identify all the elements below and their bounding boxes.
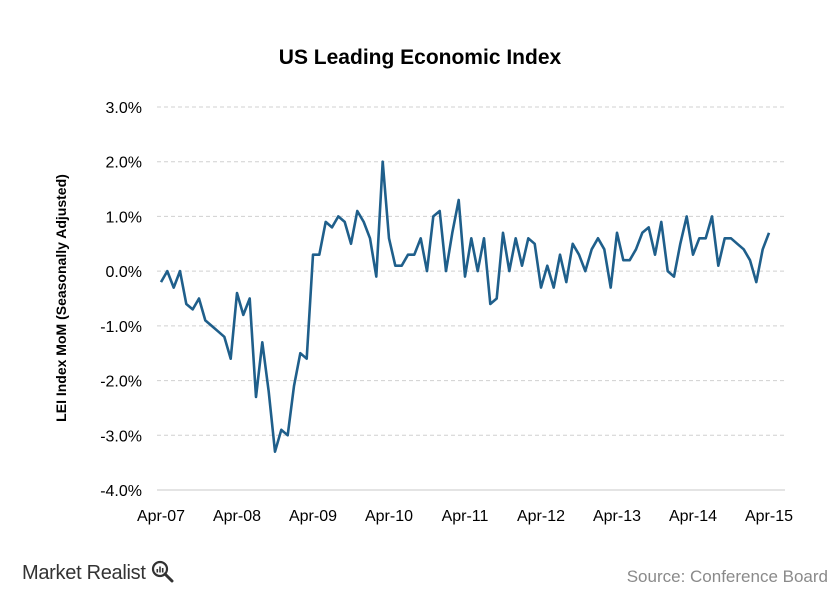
x-tick-label: Apr-14 [669,508,717,525]
y-tick-label: 1.0% [106,209,142,226]
y-tick-label: 0.0% [106,264,142,281]
x-tick-label: Apr-11 [442,508,489,525]
x-tick-label: Apr-15 [745,508,793,525]
x-tick-label: Apr-07 [137,508,185,525]
x-tick-label: Apr-09 [289,508,337,525]
x-tick-label: Apr-13 [593,508,641,525]
x-tick-label: Apr-08 [213,508,261,525]
y-tick-label: 2.0% [106,155,142,172]
gridlines [157,106,785,436]
magnifier-icon [151,560,174,583]
chart-title: US Leading Economic Index [278,46,562,69]
series-layer [159,160,771,454]
brand-logo-text: Market Realist [22,562,146,584]
series-line [159,160,771,454]
y-tick-label: -2.0% [100,374,142,391]
x-tick-label: Apr-12 [517,508,565,525]
x-tick-label: Apr-10 [365,508,413,525]
y-axis-ticks: -4.0% -3.0% -2.0% -1.0% 0.0% 1.0% 2.0% 3.0% [100,100,142,500]
y-tick-label: -4.0% [100,483,142,500]
y-axis-label: LEI Index MoM (Seasonally Adjusted) [53,174,69,422]
y-tick-label: -1.0% [100,319,142,336]
source-note: Source: Conference Board [626,567,828,586]
y-tick-label: -3.0% [100,428,142,445]
y-tick-label: 3.0% [106,100,142,117]
x-axis-ticks: Apr-07 Apr-08 Apr-09 Apr-10 Apr-11 Apr-12 Apr-… [137,508,793,525]
